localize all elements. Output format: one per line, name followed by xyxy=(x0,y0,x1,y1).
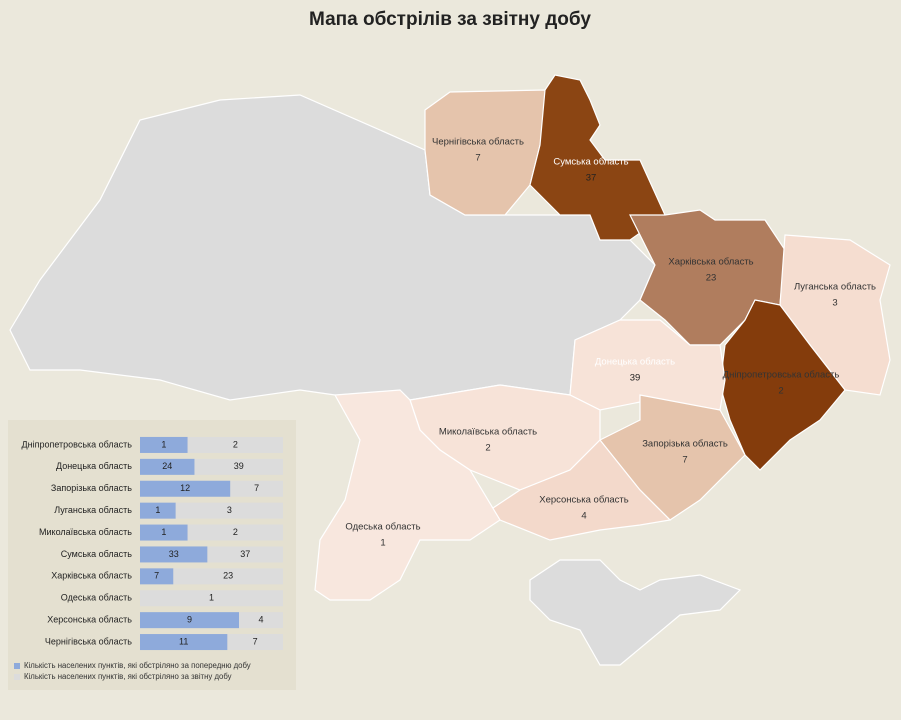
region xyxy=(314,389,501,601)
bar-previous xyxy=(140,502,176,519)
bar-current xyxy=(230,480,283,497)
bar-previous xyxy=(140,458,195,475)
bar-current xyxy=(175,502,283,519)
region-name: Луганська область xyxy=(794,282,876,293)
value-label: 7 xyxy=(254,483,259,493)
value-label: 2 xyxy=(233,527,238,537)
region-value: 23 xyxy=(706,273,717,284)
value-label: 24 xyxy=(162,461,172,471)
legend-label: Кількість населених пунктів, які обстріл… xyxy=(24,661,251,670)
bar-current xyxy=(187,436,283,453)
category-label: Херсонська область xyxy=(47,615,132,625)
region-value: 7 xyxy=(475,153,480,164)
value-label: 7 xyxy=(154,571,159,581)
region-value: 7 xyxy=(682,455,687,466)
bar-current xyxy=(194,458,283,475)
region-value: 2 xyxy=(778,386,783,397)
regions xyxy=(314,74,891,601)
region-value: 37 xyxy=(586,173,597,184)
bar-previous xyxy=(140,436,188,453)
category-label: Одеська область xyxy=(61,593,133,603)
region-value: 1 xyxy=(380,538,385,549)
region-name: Херсонська область xyxy=(539,495,629,506)
value-label: 37 xyxy=(240,549,250,559)
legend-swatch xyxy=(14,674,20,680)
category-label: Донецька область xyxy=(56,461,132,471)
value-label: 9 xyxy=(187,615,192,625)
category-label: Луганська область xyxy=(54,505,132,515)
region-name: Дніпропетровська область xyxy=(723,370,840,381)
value-label: 1 xyxy=(161,439,166,449)
legend-swatch xyxy=(14,663,20,669)
bar-current xyxy=(239,612,283,629)
bar-previous xyxy=(140,634,228,651)
bar-previous xyxy=(140,612,239,629)
region-name: Чернігівська область xyxy=(432,137,524,148)
bar-previous xyxy=(140,480,231,497)
category-label: Харківська область xyxy=(51,571,132,581)
value-label: 12 xyxy=(180,483,190,493)
value-label: 4 xyxy=(258,615,263,625)
region-name: Харківська область xyxy=(668,257,753,268)
bar-current xyxy=(227,634,283,651)
region xyxy=(719,299,846,471)
category-label: Миколаївська область xyxy=(39,527,132,537)
value-label: 23 xyxy=(223,571,233,581)
value-label: 7 xyxy=(253,636,258,646)
region-value: 3 xyxy=(832,298,837,309)
region-name: Сумська область xyxy=(553,157,628,168)
category-label: Сумська область xyxy=(61,549,133,559)
bar-current xyxy=(140,590,283,607)
region-name: Запорізька область xyxy=(642,439,728,450)
value-label: 2 xyxy=(233,439,238,449)
value-label: 33 xyxy=(169,549,179,559)
value-label: 1 xyxy=(155,505,160,515)
legend-label: Кількість населених пунктів, які обстріл… xyxy=(24,672,232,681)
value-label: 1 xyxy=(161,527,166,537)
title: Мапа обстрілів за звітну добу xyxy=(309,9,591,30)
category-label: Чернігівська область xyxy=(45,636,132,646)
bar-previous xyxy=(140,546,208,563)
region-value: 2 xyxy=(485,443,490,454)
value-label: 1 xyxy=(209,593,214,603)
bar-current xyxy=(173,568,283,585)
region-name: Миколаївська область xyxy=(439,427,537,438)
region-name: Донецька область xyxy=(595,357,675,368)
crimea xyxy=(529,559,742,666)
region-value: 39 xyxy=(630,373,641,384)
value-label: 3 xyxy=(227,505,232,515)
value-label: 39 xyxy=(234,461,244,471)
category-label: Запорізька область xyxy=(51,483,132,493)
map xyxy=(9,74,891,666)
bar-current xyxy=(207,546,283,563)
region-name: Одеська область xyxy=(345,522,420,533)
bar-current xyxy=(187,524,283,541)
bar-previous xyxy=(140,524,188,541)
region xyxy=(529,74,666,241)
region-value: 4 xyxy=(581,511,586,522)
bar-previous xyxy=(140,568,174,585)
value-label: 11 xyxy=(179,636,188,646)
category-label: Дніпропетровська область xyxy=(22,439,133,449)
